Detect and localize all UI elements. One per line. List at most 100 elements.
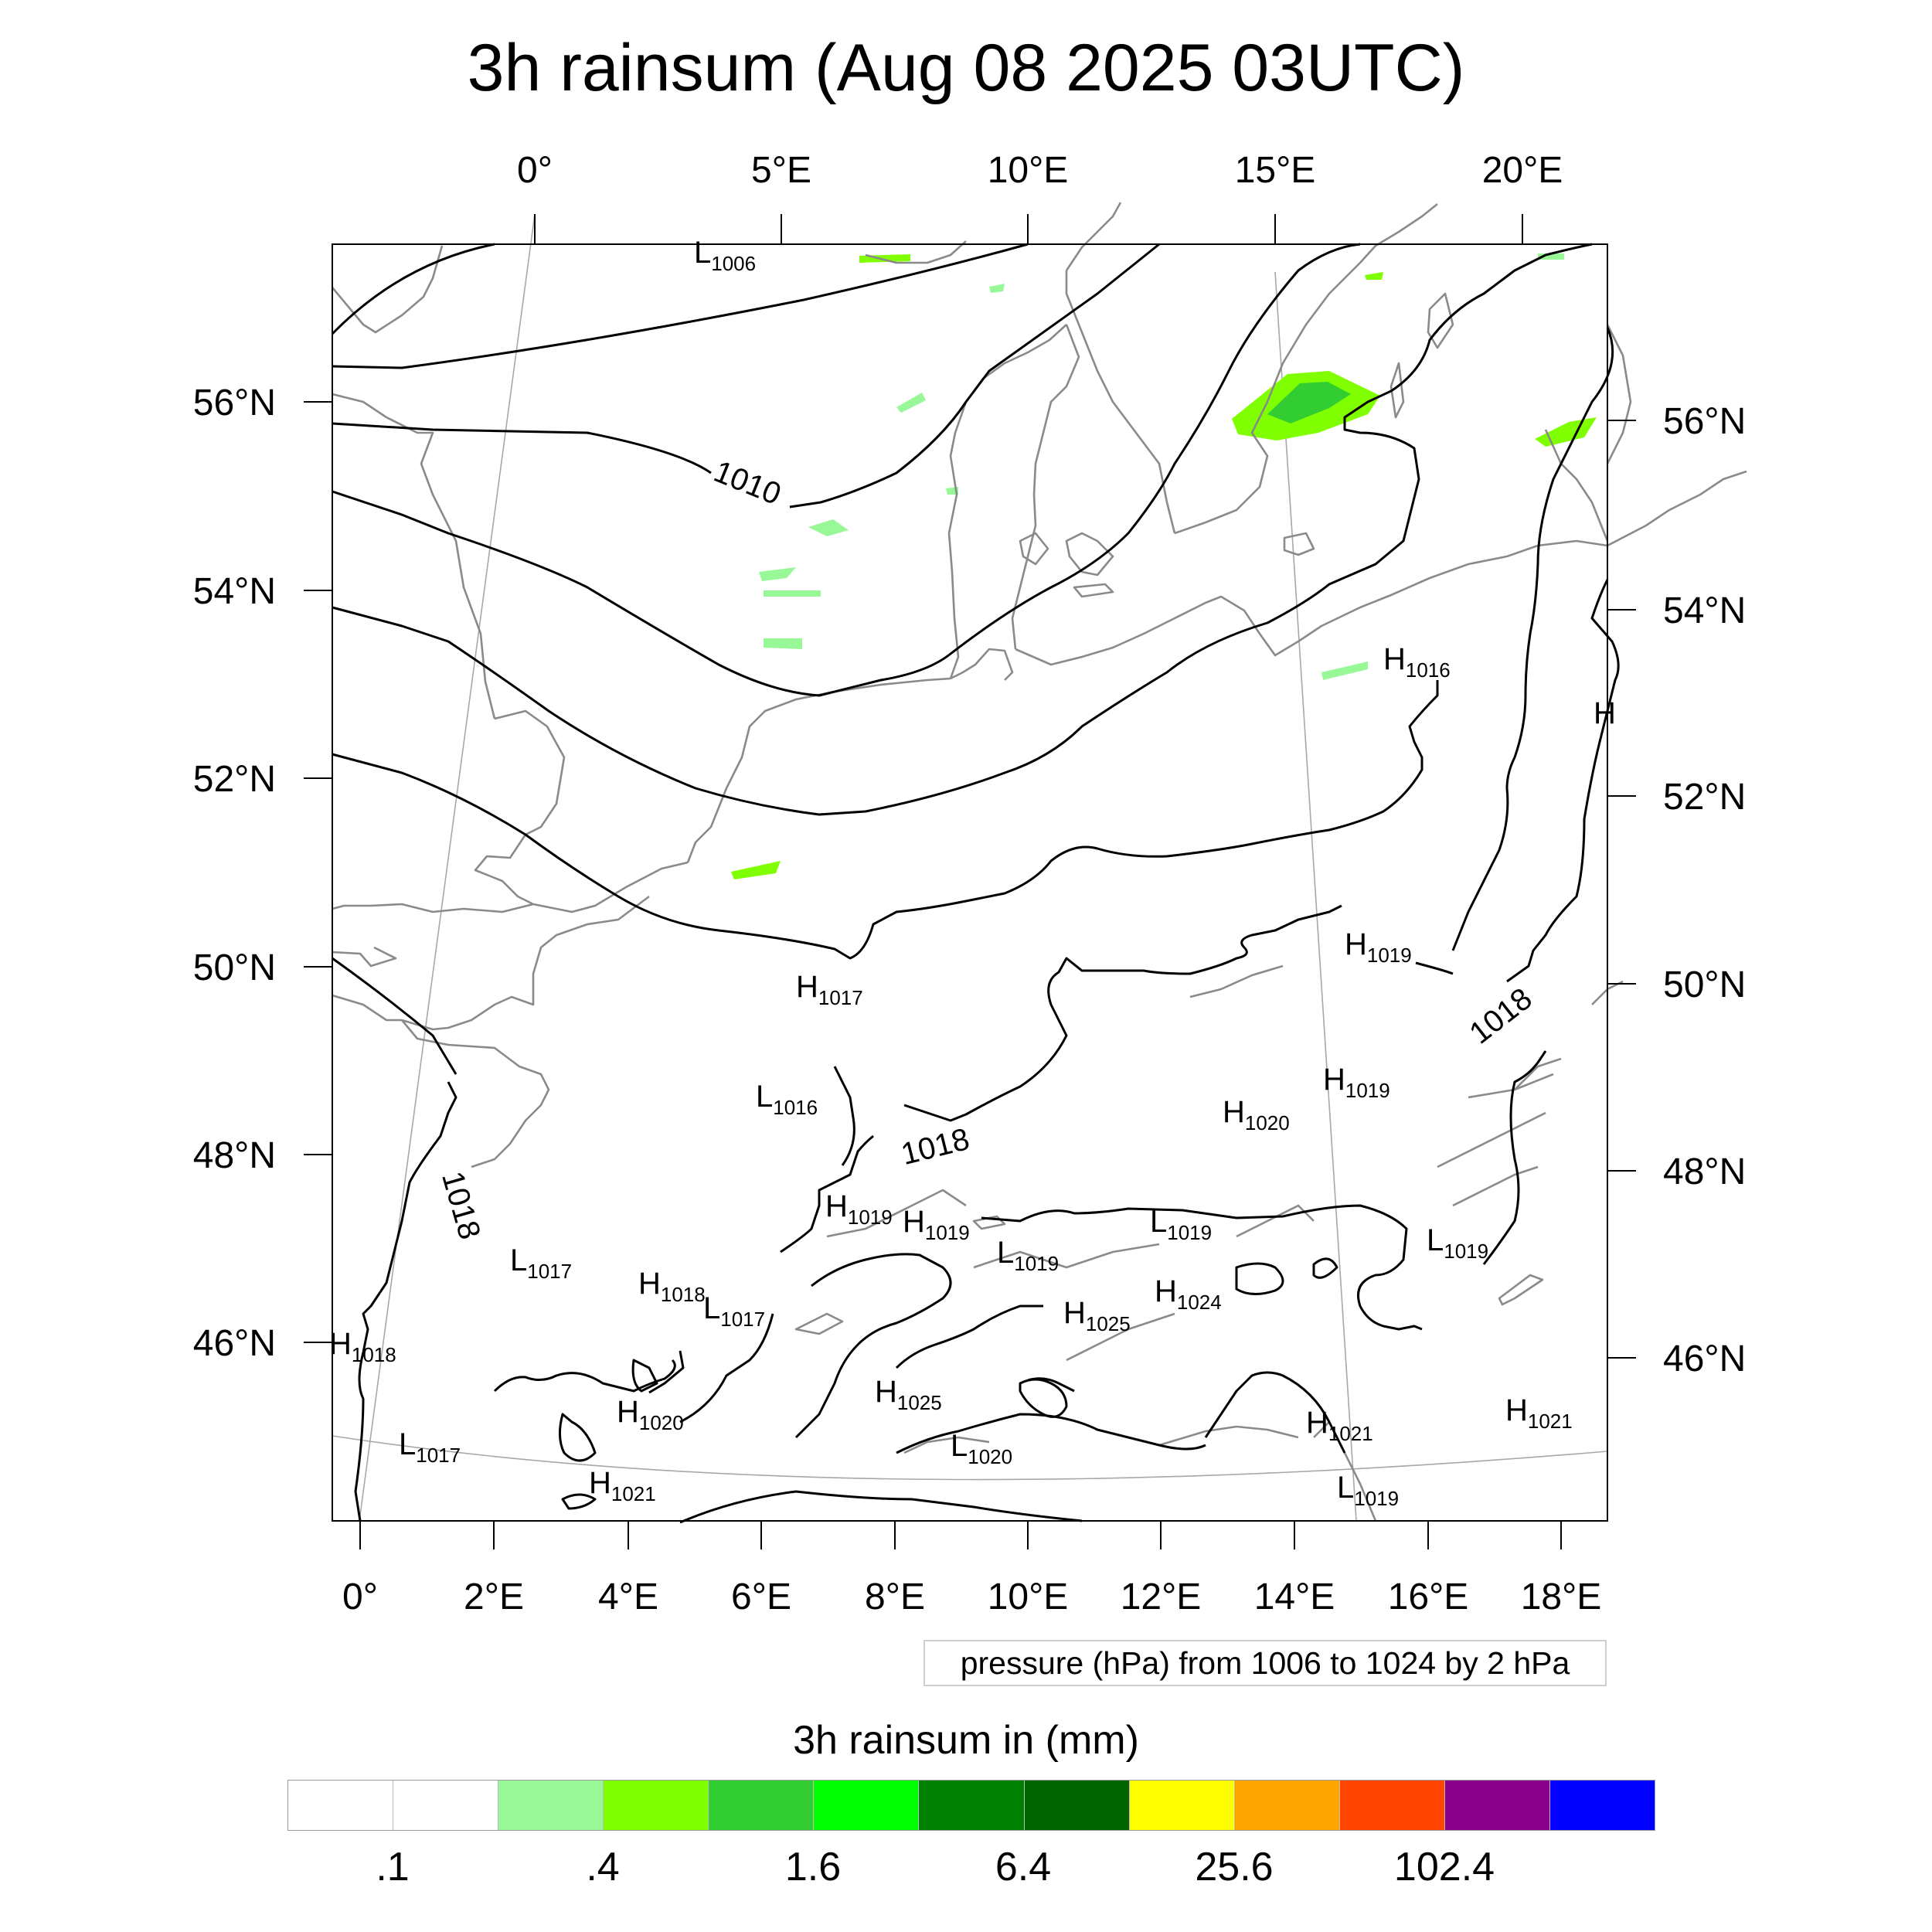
colorbar-cell	[1339, 1781, 1445, 1830]
isobar-sea-south	[679, 1490, 1083, 1524]
bottom-lon-label: 10°E	[988, 1577, 1069, 1617]
bottom-lon-label: 16°E	[1388, 1577, 1469, 1617]
colorbar-label: .1	[376, 1845, 410, 1889]
bottom-lon-label: 14°E	[1254, 1577, 1335, 1617]
rain-patch	[1321, 662, 1368, 680]
colorbar	[287, 1780, 1655, 1831]
coast-wales	[332, 946, 397, 968]
rain-patch-core	[1267, 382, 1351, 423]
isobar-1018-alps	[780, 1134, 874, 1253]
pressure-legend-note: pressure (hPa) from 1006 to 1024 by 2 hP…	[923, 1640, 1607, 1686]
colorbar-cell	[498, 1781, 604, 1830]
pressure-center: L1019	[1337, 1471, 1399, 1510]
pressure-center: H1021	[1505, 1393, 1573, 1433]
pressure-center: L1017	[399, 1427, 461, 1467]
right-lat-label: 48°N	[1663, 1151, 1746, 1192]
colorbar-label: 1.6	[784, 1845, 842, 1889]
bottom-lon-label: 6°E	[731, 1577, 791, 1617]
ticks	[304, 214, 1636, 1549]
coast-danube	[1452, 1165, 1539, 1207]
coast-alps-4	[1236, 1204, 1315, 1238]
isobar-small-3	[561, 1493, 597, 1510]
colorbar-label: .4	[586, 1845, 620, 1889]
isobar-small-4	[648, 1350, 685, 1394]
left-lat-label: 56°N	[193, 383, 276, 423]
pressure-center: L1006	[694, 236, 756, 275]
pressure-center: H1021	[589, 1466, 656, 1505]
pressure-center: H1024	[1155, 1274, 1222, 1314]
left-lat-label: 54°N	[193, 571, 276, 612]
pressure-center: L1017	[703, 1291, 765, 1331]
coast-oland	[1389, 362, 1405, 419]
pressure-center: H1021	[1306, 1406, 1373, 1445]
rain-patch	[764, 590, 821, 597]
pressure-center: H1025	[1063, 1296, 1131, 1335]
meridian-15e	[1274, 271, 1357, 1522]
top-lon-label: 10°E	[988, 150, 1069, 191]
isobar-1016-east	[1451, 327, 1614, 951]
parallel-45n	[332, 1435, 1608, 1481]
coast-scotland	[332, 245, 444, 334]
isobar-alps-ring-5	[1027, 1377, 1075, 1393]
bottom-lon-label: 2°E	[464, 1577, 524, 1617]
coast-curonian	[1544, 429, 1609, 542]
isobar-1018-east	[1415, 579, 1620, 983]
coast-lake-geneva	[794, 1312, 844, 1335]
top-lon-label: 0°	[517, 150, 553, 191]
pressure-center: H1019	[1323, 1063, 1390, 1102]
coast-slovakia	[1468, 1073, 1554, 1099]
colorbar-cell	[1549, 1781, 1655, 1830]
isobar-small-2	[631, 1359, 658, 1393]
isobar-south-france	[493, 1359, 676, 1393]
isobar-1016	[332, 680, 1439, 960]
colorbar-cell	[1234, 1781, 1340, 1830]
colorbar-cell	[1444, 1781, 1550, 1830]
colorbar-cell	[1024, 1781, 1130, 1830]
coast-germany-czech	[1189, 964, 1284, 998]
right-lat-label: 52°N	[1663, 777, 1746, 818]
contour-label: 1010	[709, 454, 786, 512]
pressure-center: L1016	[756, 1080, 818, 1119]
isobar-1012	[332, 243, 1361, 697]
rain-patch	[1365, 272, 1383, 280]
pressure-center: L1019	[1427, 1223, 1488, 1263]
left-lat-label: 52°N	[193, 759, 276, 800]
chart-title: 3h rainsum (Aug 08 2025 03UTC)	[467, 31, 1465, 105]
pressure-center: H1025	[875, 1375, 942, 1414]
colorbar-label: 6.4	[995, 1845, 1052, 1889]
left-lat-label: 50°N	[193, 947, 276, 988]
pressure-center: H1016	[1383, 642, 1451, 682]
coast-gulf-venice	[1158, 1425, 1299, 1447]
isobar-alps-ring-1	[981, 1204, 1423, 1331]
left-lat-label: 46°N	[193, 1323, 276, 1364]
coast-netherlands	[686, 677, 951, 863]
right-lat-labels: 56°N 54°N 52°N 50°N 48°N 46°N	[1663, 401, 1746, 1379]
bottom-lon-label: 0°	[342, 1577, 378, 1617]
coast-bornholm	[1283, 532, 1315, 556]
rain-patch	[731, 861, 781, 879]
coast-cornwall	[332, 994, 402, 1022]
coast-funen	[1019, 532, 1049, 566]
isobar-alps-ring-7	[1312, 1257, 1338, 1279]
rain-patches	[731, 253, 1597, 879]
coast-normandy	[401, 895, 650, 1031]
colorbar-cell	[604, 1781, 709, 1830]
bottom-lon-label: 8°E	[865, 1577, 925, 1617]
isobars	[331, 243, 1620, 1524]
isobar-1018-south	[1482, 1050, 1547, 1265]
right-lat-label: 50°N	[1663, 964, 1746, 1005]
contour-label: 1018	[898, 1122, 973, 1172]
pressure-center: L1019	[997, 1236, 1059, 1275]
contour-label: 1018	[1463, 981, 1538, 1050]
coast-northern-england	[332, 393, 496, 719]
coast-gulf-riga	[1606, 324, 1632, 464]
contour-label: 1018	[435, 1168, 487, 1243]
pressure-center: L1019	[1150, 1205, 1212, 1244]
pressure-center: H1020	[1223, 1095, 1290, 1134]
bottom-lon-label: 4°E	[598, 1577, 658, 1617]
top-lon-label: 20°E	[1482, 150, 1563, 191]
colorbar-title: 3h rainsum in (mm)	[793, 1718, 1139, 1763]
colorbar-cell	[393, 1781, 499, 1830]
isobar-1018-west	[332, 957, 457, 1522]
pressure-center: H1018	[638, 1267, 706, 1306]
